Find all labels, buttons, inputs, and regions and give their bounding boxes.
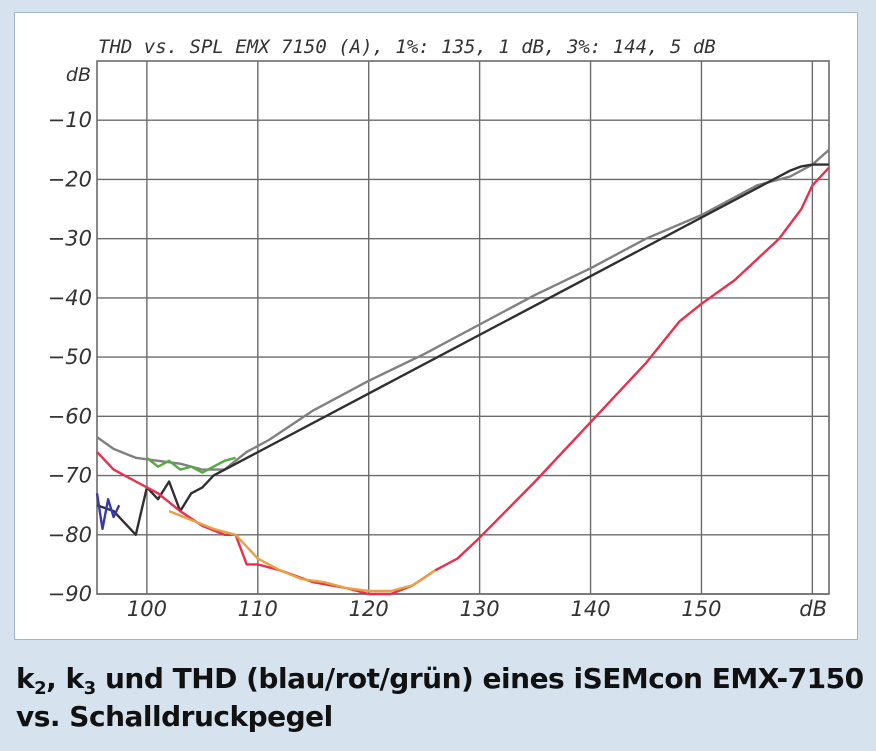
y-tick-label--30: −30 bbox=[48, 227, 92, 251]
thd-chart: 100 110 120 130 140 150 −90 −80 −70 −60 −50 −40 −30 −… bbox=[48, 36, 830, 621]
y-tick-label--50: −50 bbox=[48, 345, 92, 369]
label-layer: 100 110 120 130 140 150 −90 −80 −70 −60 −50 −40 −30 −… bbox=[48, 64, 827, 621]
caption-comma: , bbox=[46, 662, 66, 695]
series-line-4 bbox=[96, 166, 830, 596]
k3-subscript: 3 bbox=[83, 678, 97, 699]
y-tick-label--70: −70 bbox=[48, 464, 92, 488]
y-unit-label: dB bbox=[66, 64, 91, 86]
k3-letter: k bbox=[65, 662, 85, 695]
x-tick-label-100: 100 bbox=[127, 597, 167, 621]
x-tick-label-130: 130 bbox=[460, 597, 500, 621]
k2-letter: k bbox=[16, 662, 35, 695]
y-tick-label--60: −60 bbox=[48, 404, 92, 428]
caption-line-1: k2, k3 und THD (blau/rot/grün) eines iSE… bbox=[16, 660, 864, 699]
series-line-5 bbox=[168, 509, 436, 593]
series-line-1 bbox=[96, 163, 829, 536]
x-tick-label-120: 120 bbox=[349, 597, 389, 621]
x-tick-label-110: 110 bbox=[238, 597, 278, 621]
caption-line-2: vs. Schalldruckpegel bbox=[16, 700, 333, 733]
y-tick-label--90: −90 bbox=[48, 582, 92, 606]
series-line-0 bbox=[96, 148, 830, 471]
caption-line-1-rest: und THD (blau/rot/grün) eines iSEMcon EM… bbox=[95, 662, 864, 695]
y-tick-label--80: −80 bbox=[48, 523, 92, 547]
series-line-2 bbox=[95, 493, 121, 531]
grid-layer bbox=[96, 60, 830, 595]
y-tick-label--20: −20 bbox=[48, 167, 92, 191]
series-line-3 bbox=[146, 456, 236, 474]
chart-title: THD vs. SPL EMX 7150 (A), 1%: 135, 1 dB,… bbox=[98, 36, 716, 58]
k2-subscript: 2 bbox=[34, 678, 47, 699]
figure-frame: 100 110 120 130 140 150 −90 −80 −70 −60 −50 −40 −30 −… bbox=[14, 12, 858, 640]
plot-border bbox=[96, 60, 830, 595]
x-tick-label-150: 150 bbox=[681, 597, 721, 621]
y-tick-label--10: −10 bbox=[48, 108, 92, 132]
x-unit-label: dB bbox=[799, 597, 827, 621]
figure-caption: k2, k3 und THD (blau/rot/grün) eines iSE… bbox=[16, 660, 864, 736]
x-tick-label-140: 140 bbox=[570, 597, 610, 621]
y-tick-label--40: −40 bbox=[48, 286, 92, 310]
series-layer bbox=[95, 148, 830, 596]
